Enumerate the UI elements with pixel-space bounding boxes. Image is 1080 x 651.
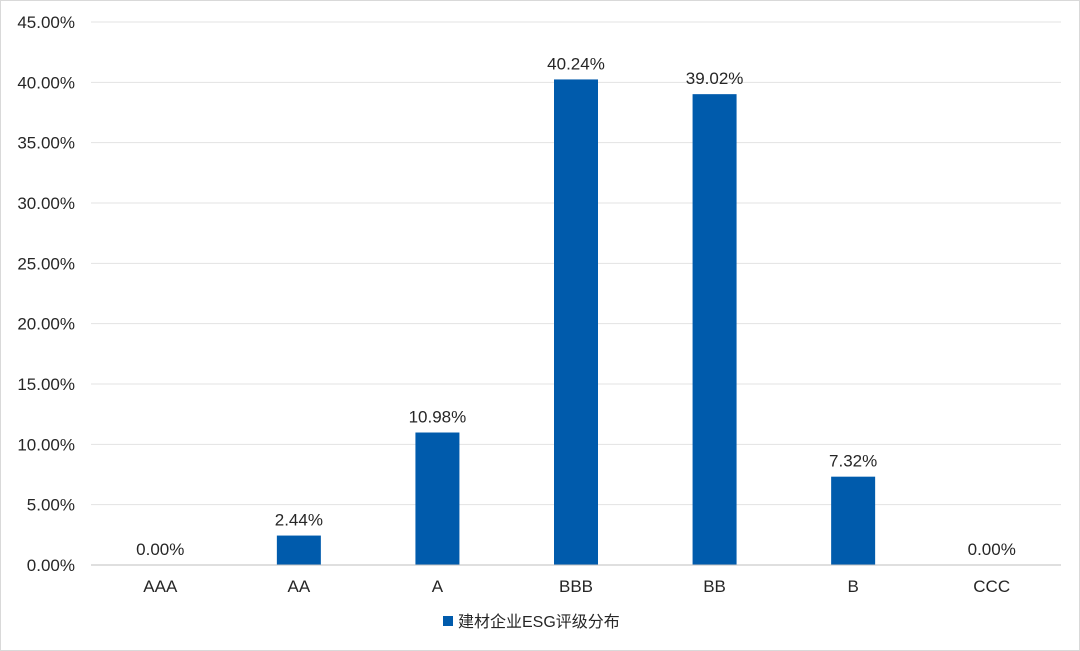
- bar-b[interactable]: [831, 476, 876, 565]
- y-tick-label: 5.00%: [27, 496, 75, 515]
- y-tick-label: 0.00%: [27, 556, 75, 575]
- bar-a[interactable]: [415, 432, 460, 565]
- bars: [276, 79, 876, 566]
- category-label-bb: BB: [703, 577, 726, 596]
- bar-bb[interactable]: [692, 94, 737, 566]
- y-tick-label: 25.00%: [17, 254, 75, 273]
- bar-aa[interactable]: [276, 535, 321, 565]
- legend-label: 建材企业ESG评级分布: [458, 613, 620, 631]
- data-labels: 0.00% 2.44% 10.98% 40.24% 39.02% 7.32% 0.00%: [136, 54, 1016, 559]
- data-label-aa: 2.44%: [275, 511, 323, 530]
- y-tick-label: 35.00%: [17, 134, 75, 153]
- category-label-bbb: BBB: [559, 577, 593, 596]
- y-tick-label: 45.00%: [17, 13, 75, 32]
- bar-bbb[interactable]: [554, 79, 598, 566]
- legend[interactable]: 建材企业ESG评级分布: [443, 613, 620, 631]
- y-tick-label: 20.00%: [17, 315, 75, 334]
- data-label-ccc: 0.00%: [968, 540, 1016, 559]
- data-label-bb: 39.02%: [686, 69, 744, 88]
- data-label-b: 7.32%: [829, 452, 877, 471]
- y-tick-label: 15.00%: [17, 375, 75, 394]
- category-label-aaa: AAA: [143, 577, 178, 596]
- legend-swatch: [443, 616, 453, 626]
- category-label-ccc: CCC: [973, 577, 1010, 596]
- x-axis-categories: AAA AA A BBB BB B CCC: [143, 577, 1010, 596]
- category-label-a: A: [432, 577, 444, 596]
- y-axis-ticks: 0.00% 5.00% 10.00% 15.00% 20.00% 25.00% 30.00%…: [17, 13, 75, 575]
- data-label-aaa: 0.00%: [136, 540, 184, 559]
- category-label-b: B: [847, 577, 858, 596]
- y-tick-label: 10.00%: [17, 435, 75, 454]
- category-label-aa: AA: [288, 577, 311, 596]
- y-tick-label: 40.00%: [17, 73, 75, 92]
- y-tick-label: 30.00%: [17, 194, 75, 213]
- data-label-bbb: 40.24%: [547, 54, 605, 73]
- data-label-a: 10.98%: [409, 408, 467, 427]
